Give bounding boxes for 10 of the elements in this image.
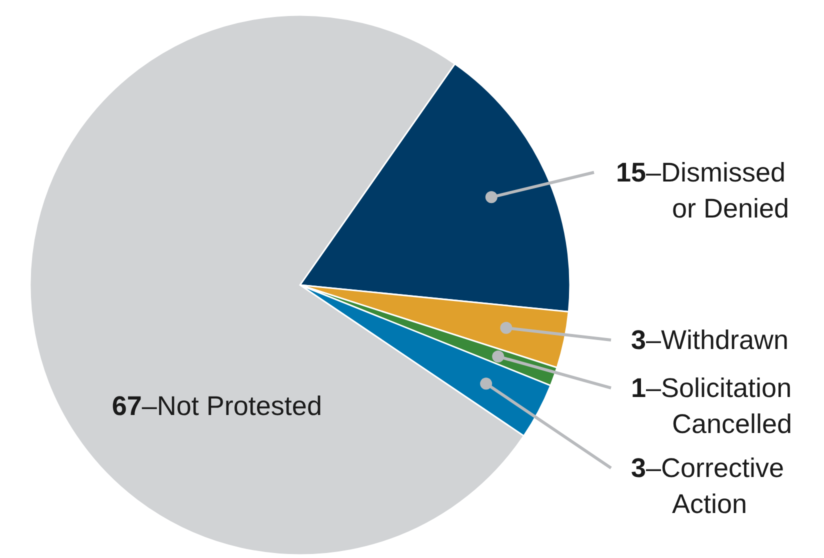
data-label: 3 [630,452,646,483]
slice-label: –Dismissed or Denied [646,157,794,224]
data-label: 3 [630,324,646,355]
slice-label: –Solicitation Cancelled [646,372,800,439]
slice-label: –Not Protested [142,391,322,421]
data-label: 15 [616,157,646,188]
data-label: 1 [630,372,646,403]
slice-label: –Corrective Action [646,452,792,519]
slice-label: –Withdrawn [646,324,789,355]
data-label: 67 [112,391,142,421]
